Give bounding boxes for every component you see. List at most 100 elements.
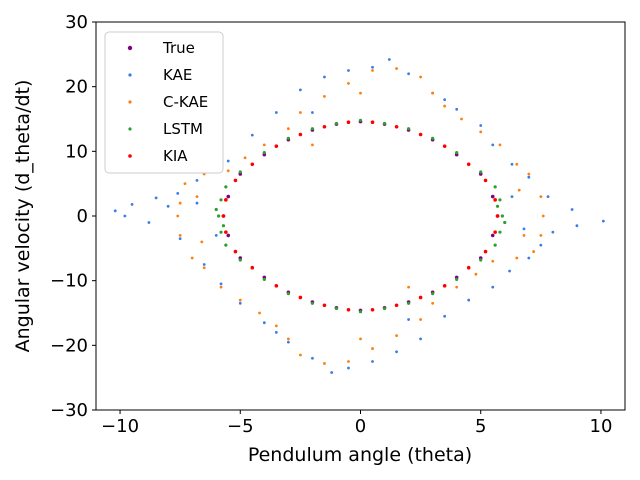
point-c-kae <box>258 311 261 315</box>
series-kae <box>113 58 605 374</box>
point-lstm <box>455 277 459 281</box>
point-kae <box>123 214 127 218</box>
point-true <box>226 233 231 238</box>
data-marks <box>113 58 605 374</box>
point-lstm <box>406 127 411 131</box>
x-tick-label: 5 <box>475 416 486 437</box>
point-c-kae <box>200 240 204 244</box>
point-kia <box>233 178 238 183</box>
point-c-kae <box>176 214 180 218</box>
point-c-kae <box>407 285 410 289</box>
point-c-kae <box>371 347 374 350</box>
point-lstm <box>503 220 507 225</box>
point-c-kae <box>219 285 223 289</box>
y-tick-label: 20 <box>65 77 88 98</box>
point-kia <box>224 198 228 202</box>
point-c-kae <box>298 353 302 357</box>
point-c-kae <box>178 234 182 237</box>
point-c-kae <box>286 337 290 341</box>
point-c-kae <box>431 301 435 305</box>
point-kia <box>493 230 497 234</box>
point-lstm <box>310 301 315 305</box>
point-c-kae <box>195 195 199 199</box>
point-c-kae <box>474 272 478 276</box>
x-tick-label: −5 <box>227 416 254 437</box>
point-c-kae <box>243 156 247 160</box>
point-c-kae <box>532 250 536 253</box>
point-kae <box>166 204 170 208</box>
point-kia <box>418 295 423 300</box>
point-lstm <box>431 136 435 140</box>
point-c-kae <box>498 143 502 147</box>
legend-label-kae: KAE <box>163 66 192 84</box>
point-kia <box>274 284 279 288</box>
point-kae <box>570 208 574 211</box>
point-kae <box>195 201 199 205</box>
legend-marker-kae <box>128 73 132 77</box>
point-c-kae <box>515 256 519 260</box>
point-c-kae <box>178 201 182 205</box>
point-c-kae <box>460 117 463 121</box>
point-lstm <box>431 292 435 296</box>
point-c-kae <box>311 143 314 147</box>
point-kia <box>346 307 351 312</box>
point-lstm <box>358 310 363 314</box>
point-lstm <box>262 277 266 281</box>
point-kae <box>226 159 230 163</box>
point-kae <box>522 227 526 231</box>
point-kia <box>394 303 399 308</box>
point-kae <box>491 285 495 289</box>
point-kae <box>455 107 459 111</box>
point-lstm <box>224 243 228 247</box>
point-c-kae <box>419 318 423 321</box>
point-c-kae <box>323 94 326 98</box>
point-kia <box>442 144 447 148</box>
y-axis-ticks: −30 −20 −10 0 10 20 30 <box>50 12 96 421</box>
point-c-kae <box>359 91 362 95</box>
point-c-kae <box>347 360 350 363</box>
point-lstm <box>214 207 218 212</box>
point-c-kae <box>539 234 543 237</box>
point-kia <box>394 124 399 129</box>
point-lstm <box>498 198 502 202</box>
x-tick-label: 10 <box>590 416 613 437</box>
point-kia <box>442 284 447 288</box>
point-kia <box>346 120 351 125</box>
series-c-kae <box>176 67 545 365</box>
point-kae <box>510 195 514 199</box>
point-kae <box>601 219 605 223</box>
point-kia <box>224 230 228 234</box>
legend-label-kia: KIA <box>163 147 188 165</box>
point-kae <box>467 298 471 302</box>
point-lstm <box>238 258 242 262</box>
point-lstm <box>219 198 223 202</box>
point-kia <box>221 214 226 218</box>
point-lstm <box>495 204 500 208</box>
point-kia <box>483 178 488 183</box>
point-kae <box>178 237 182 241</box>
point-kae <box>298 88 302 92</box>
point-kae <box>527 175 531 179</box>
point-kae <box>551 230 555 234</box>
point-c-kae <box>541 214 545 218</box>
point-kia <box>250 162 255 167</box>
point-c-kae <box>479 130 483 134</box>
point-c-kae <box>238 298 242 302</box>
point-kae <box>347 69 350 72</box>
point-c-kae <box>183 182 187 186</box>
point-kae <box>147 221 151 224</box>
legend-marker-c-kae <box>128 100 132 104</box>
point-kae <box>214 234 218 237</box>
point-kia <box>495 214 500 218</box>
point-kia <box>466 265 471 270</box>
point-kia <box>250 265 255 270</box>
point-lstm <box>493 185 497 189</box>
point-c-kae <box>419 75 423 79</box>
point-c-kae <box>431 91 435 95</box>
point-lstm <box>334 306 339 311</box>
y-tick-label: −20 <box>50 335 88 356</box>
point-kae <box>274 111 278 114</box>
point-kae <box>407 72 410 76</box>
point-kia <box>233 249 238 254</box>
point-kae <box>407 318 410 321</box>
